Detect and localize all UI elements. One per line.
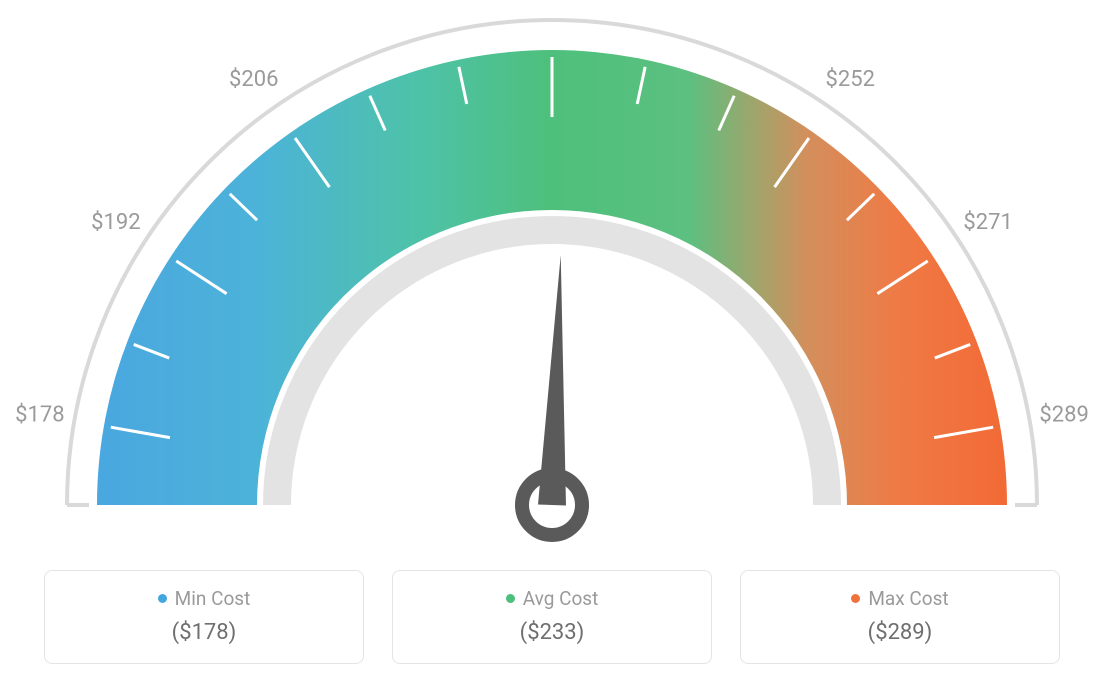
legend-box-max: Max Cost ($289) xyxy=(740,570,1060,664)
legend-dot-icon xyxy=(506,594,515,603)
legend-title: Min Cost xyxy=(158,587,251,610)
gauge-tick-label: $206 xyxy=(229,67,278,92)
legend-title: Max Cost xyxy=(851,587,948,610)
legend-box-avg: Avg Cost ($233) xyxy=(392,570,712,664)
legend-dot-icon xyxy=(851,594,860,603)
legend-title-text: Min Cost xyxy=(175,587,251,610)
gauge-tick-label: $289 xyxy=(1039,403,1088,428)
legend-title-text: Avg Cost xyxy=(523,587,599,610)
gauge-tick-label: $192 xyxy=(91,210,140,235)
legend-row: Min Cost ($178) Avg Cost ($233) Max Cost ($28… xyxy=(0,570,1104,664)
gauge-tick-label: $252 xyxy=(826,67,875,92)
legend-value: ($178) xyxy=(63,620,345,645)
legend-title-text: Max Cost xyxy=(868,587,948,610)
gauge-needle xyxy=(538,255,566,505)
legend-box-min: Min Cost ($178) xyxy=(44,570,364,664)
legend-title: Avg Cost xyxy=(506,587,599,610)
legend-value: ($289) xyxy=(759,620,1041,645)
legend-value: ($233) xyxy=(411,620,693,645)
gauge-svg: $178$192$206$233$252$271$289 xyxy=(0,0,1104,560)
gauge-tick-label: $178 xyxy=(15,403,64,428)
gauge-tick-label: $271 xyxy=(963,210,1012,235)
legend-dot-icon xyxy=(158,594,167,603)
cost-gauge: $178$192$206$233$252$271$289 xyxy=(0,0,1104,560)
